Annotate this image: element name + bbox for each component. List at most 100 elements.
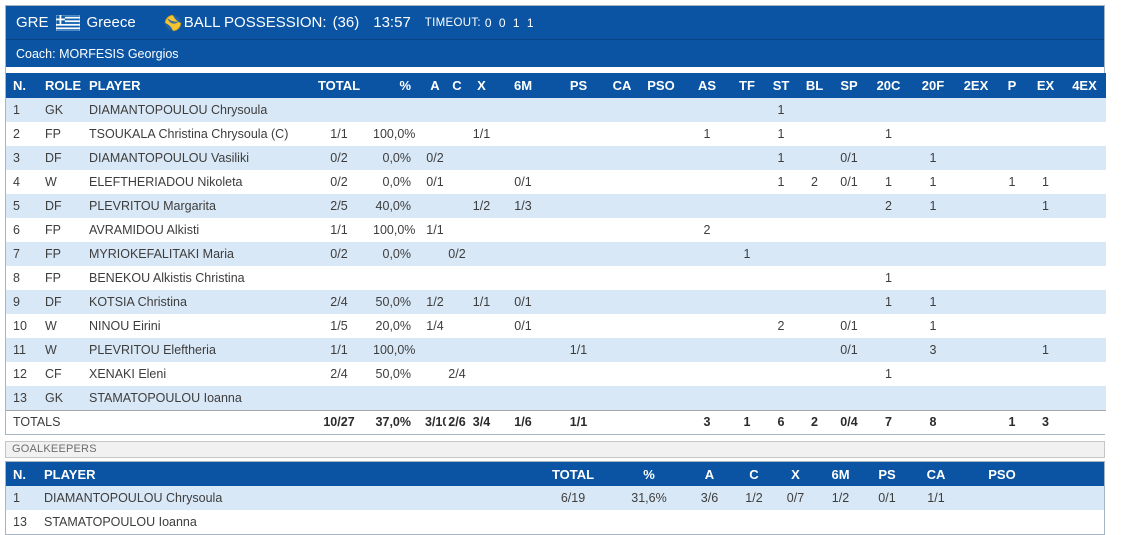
cell-a (685, 510, 734, 534)
totals-pso (638, 409, 684, 434)
column-header-player: PLAYER (84, 73, 306, 98)
cell-2ex (956, 98, 996, 122)
cell-ex: 1 (1028, 170, 1063, 194)
gk-header-row: N. PLAYER TOTAL% A C X 6M PS CA PSO (6, 462, 1104, 486)
cell-20f (910, 386, 956, 410)
cell-a: 0/2 (424, 146, 446, 170)
cell-player: BENEKOU Alkistis Christina (84, 266, 306, 290)
cell-a: 1/4 (424, 314, 446, 338)
cell-pct: 50,0% (372, 362, 424, 386)
cell-pso (962, 510, 1042, 534)
cell-20c: 1 (867, 290, 910, 314)
cell-n: 2 (6, 122, 39, 146)
totals-total: 10/27 (306, 409, 372, 434)
column-header-total: TOTAL (533, 462, 613, 486)
cell-20f: 3 (910, 338, 956, 362)
player-row: 8 FP BENEKOU Alkistis Christina 1 (6, 266, 1106, 290)
cell-20f: 1 (910, 290, 956, 314)
cell-role: DF (39, 146, 84, 170)
cell-st (764, 266, 798, 290)
cell-sp (831, 266, 867, 290)
cell-20f (910, 218, 956, 242)
cell-tf (730, 290, 764, 314)
cell-x (468, 98, 495, 122)
cell-total: 0/2 (306, 242, 372, 266)
cell-ps (551, 266, 606, 290)
cell-bl (798, 146, 831, 170)
cell-ps (551, 146, 606, 170)
cell-6m: 1/3 (495, 194, 551, 218)
cell-pct (372, 266, 424, 290)
cell-filler (1042, 510, 1104, 534)
player-row: 13 GK STAMATOPOULOU Ioanna (6, 386, 1106, 410)
player-row: 1 GK DIAMANTOPOULOU Chrysoula 1 (6, 98, 1106, 122)
cell-role: FP (39, 218, 84, 242)
cell-2ex (956, 362, 996, 386)
cell-c: 1/2 (734, 486, 774, 510)
column-header-20c: 20C (867, 73, 910, 98)
cell-as (684, 146, 730, 170)
cell-20f: 1 (910, 314, 956, 338)
column-header-total: TOTAL (306, 73, 372, 98)
column-header-ca: CA (910, 462, 962, 486)
cell-ex (1028, 266, 1063, 290)
cell-bl (798, 218, 831, 242)
cell-sp (831, 122, 867, 146)
column-header-2ex: 2EX (956, 73, 996, 98)
cell-4ex (1063, 194, 1106, 218)
column-header-6m: 6M (495, 73, 551, 98)
cell-c (734, 510, 774, 534)
cell-6m (495, 146, 551, 170)
cell-ca (910, 510, 962, 534)
cell-x: 0/7 (774, 486, 817, 510)
cell-tf (730, 170, 764, 194)
cell-x (468, 386, 495, 410)
cell-6m: 1/2 (817, 486, 864, 510)
cell-as (684, 338, 730, 362)
cell-ex (1028, 98, 1063, 122)
cell-ca (606, 170, 638, 194)
cell-player: XENAKI Eleni (84, 362, 306, 386)
goalkeepers-panel: N. PLAYER TOTAL% A C X 6M PS CA PSO 1 DIAMANTOPOUL… (5, 461, 1105, 535)
cell-a (424, 242, 446, 266)
cell-ca (606, 146, 638, 170)
cell-20c (867, 218, 910, 242)
cell-20f (910, 98, 956, 122)
column-header-bl: BL (798, 73, 831, 98)
game-clock: 13:57 (373, 14, 411, 31)
cell-4ex (1063, 386, 1106, 410)
totals-section: TOTALS10/2737,0%3/102/63/41/61/131620/47… (6, 409, 1106, 434)
cell-a (424, 194, 446, 218)
cell-pso (638, 170, 684, 194)
cell-total: 1/5 (306, 314, 372, 338)
cell-role: GK (39, 386, 84, 410)
cell-pso (638, 290, 684, 314)
goalkeepers-section: GOALKEEPERS N. PLAYER TOTAL% A C X 6M PS CA PSO 1… (5, 441, 1105, 535)
cell-ex (1028, 290, 1063, 314)
totals-ex: 3 (1028, 409, 1063, 434)
cell-20f: 1 (910, 146, 956, 170)
cell-st (764, 218, 798, 242)
cell-player: TSOUKALA Christina Chrysoula (C) (84, 122, 306, 146)
totals-bl: 2 (798, 409, 831, 434)
cell-tf (730, 98, 764, 122)
cell-bl (798, 242, 831, 266)
cell-p (996, 146, 1028, 170)
cell-as (684, 290, 730, 314)
cell-p (996, 98, 1028, 122)
coach-bar: Coach: MORFESIS Georgios (6, 39, 1104, 67)
cell-player: STAMATOPOULOU Ioanna (84, 386, 306, 410)
cell-player: NINOU Eirini (84, 314, 306, 338)
cell-20c (867, 146, 910, 170)
team-header-bar: GRE Greece (6, 6, 1104, 39)
player-stats-table: N. ROLE PLAYER TOTAL% A C X 6M PS CA PSO AS TF ST BL SP… (6, 73, 1106, 434)
cell-ex (1028, 218, 1063, 242)
cell-c (446, 194, 468, 218)
cell-bl: 2 (798, 170, 831, 194)
cell-as (684, 266, 730, 290)
cell-n: 9 (6, 290, 39, 314)
totals-label: TOTALS (6, 409, 306, 434)
cell-sp: 0/1 (831, 146, 867, 170)
cell-pso (638, 314, 684, 338)
cell-role: FP (39, 242, 84, 266)
